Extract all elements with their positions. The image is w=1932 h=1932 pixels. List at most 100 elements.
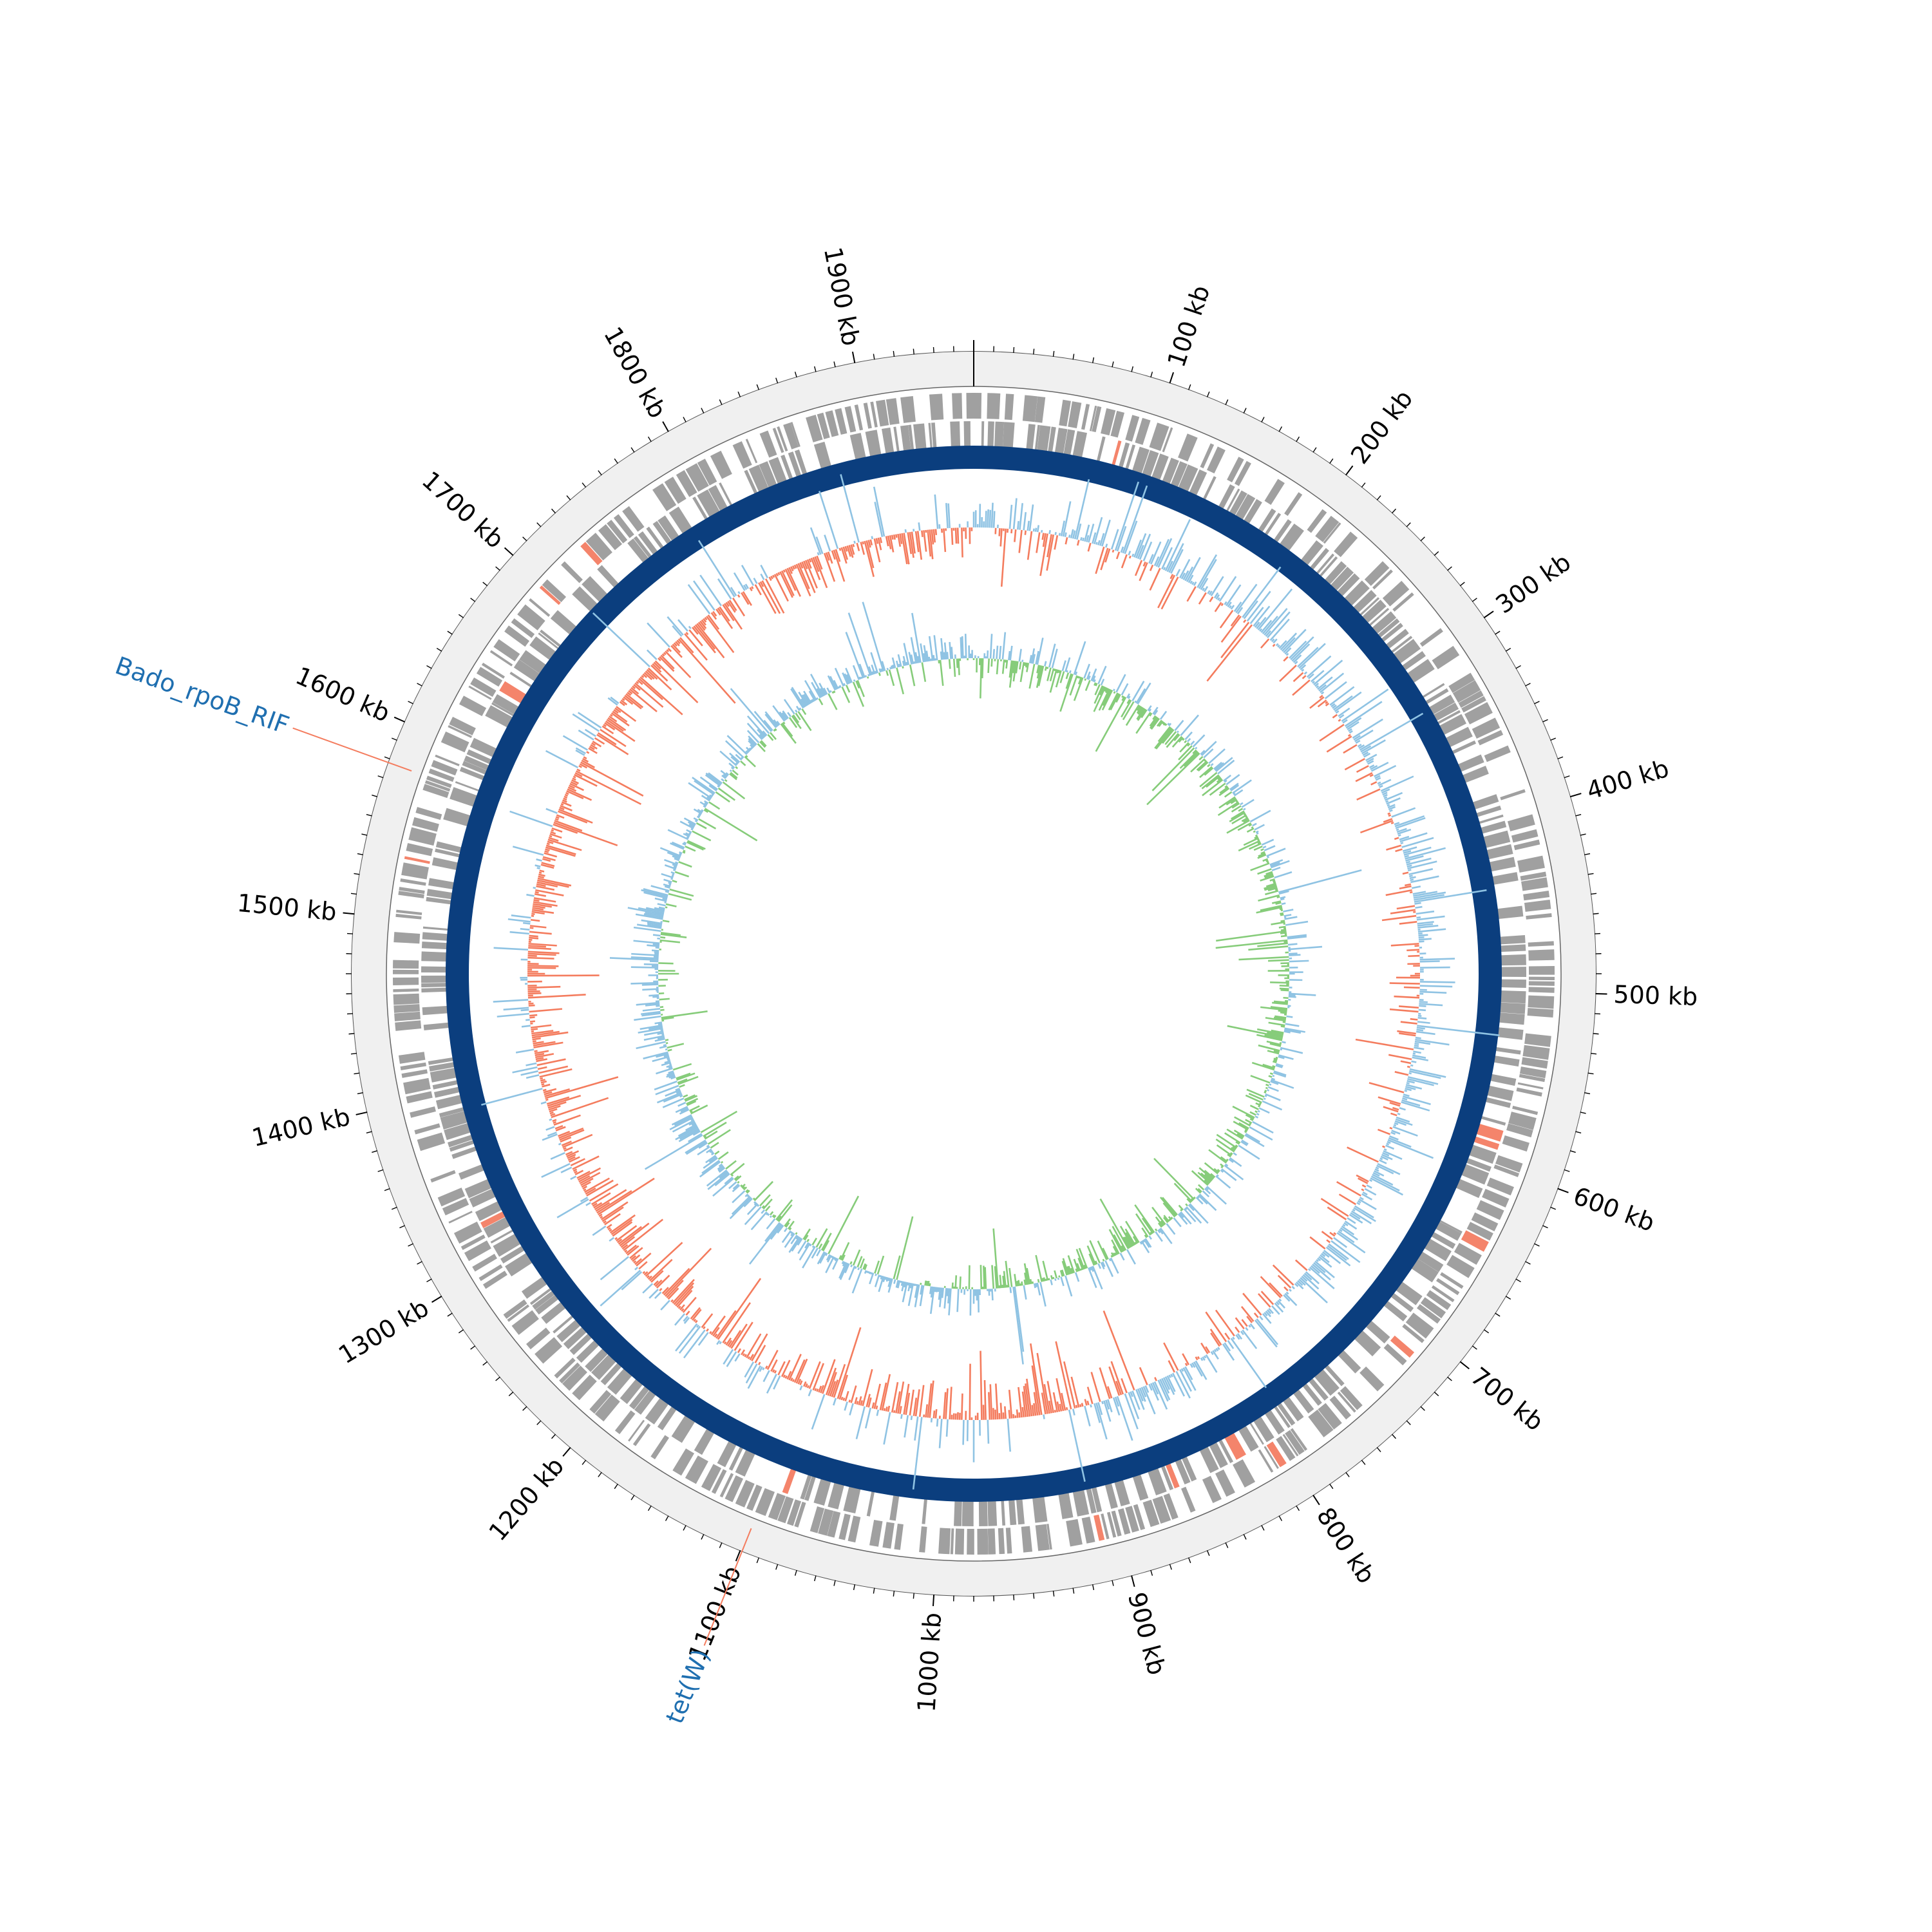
gc-peak-negative xyxy=(537,1066,547,1070)
skew-peak-positive xyxy=(667,851,681,858)
gc-peak-positive xyxy=(1359,712,1424,751)
gc-peak-positive xyxy=(1413,1050,1421,1054)
skew-peak-positive xyxy=(1100,678,1105,686)
skew-peak-positive xyxy=(933,655,935,661)
gc-peak-negative xyxy=(825,1367,837,1396)
gc-peak-negative xyxy=(1325,701,1329,705)
gene-block xyxy=(482,1271,507,1289)
skew-peak-positive xyxy=(664,901,667,904)
gc-peak-positive xyxy=(1323,1249,1341,1264)
gc-peak-negative xyxy=(1399,1032,1416,1037)
skew-peak-positive xyxy=(1258,1107,1270,1114)
annotation-leader xyxy=(292,727,412,772)
gc-peak-negative xyxy=(536,885,555,891)
gc-peak-negative xyxy=(567,1153,576,1159)
gc-peak-positive xyxy=(1393,1124,1397,1127)
gc-peak-negative xyxy=(1031,1365,1041,1416)
gene-block xyxy=(908,424,914,451)
gc-peak-negative xyxy=(1198,592,1207,605)
skew-peak-positive xyxy=(657,1032,664,1035)
gc-peak-positive xyxy=(1405,847,1446,860)
gene-block xyxy=(1238,1425,1259,1452)
gc-peak-positive xyxy=(1417,928,1446,933)
gene-block xyxy=(398,891,424,898)
skew-peak-negative xyxy=(1231,810,1245,820)
gc-peak-positive xyxy=(1395,1118,1413,1126)
gc-peak-negative xyxy=(1182,1353,1189,1365)
gc-peak-negative xyxy=(891,1382,899,1413)
skew-peak-negative xyxy=(1260,875,1274,882)
gc-peak-negative xyxy=(1000,528,1007,587)
gc-peak-negative xyxy=(747,1356,751,1359)
skew-peak-positive xyxy=(685,1123,697,1132)
gene-block xyxy=(1502,1135,1530,1152)
gc-peak-positive xyxy=(1418,932,1423,935)
gene-block xyxy=(1165,1463,1180,1489)
skew-peak-negative xyxy=(1248,823,1253,827)
skew-peak-positive xyxy=(1283,1028,1302,1034)
gc-peak-negative xyxy=(609,715,618,723)
gc-peak-negative xyxy=(690,1307,701,1320)
skew-peak-positive xyxy=(928,636,934,661)
skew-peak-negative xyxy=(703,809,708,813)
gc-peak-positive xyxy=(1203,1355,1207,1359)
gc-peak-positive xyxy=(1128,1392,1140,1419)
gene-block xyxy=(1202,1475,1222,1503)
gc-peak-negative xyxy=(544,1091,553,1095)
gene-block xyxy=(950,1528,954,1555)
skew-peak-negative xyxy=(1238,808,1244,812)
skew-peak-positive xyxy=(1215,1175,1231,1189)
skew-peak-negative xyxy=(1254,835,1258,839)
gc-peak-negative xyxy=(600,1215,603,1219)
gc-peak-positive xyxy=(730,587,737,596)
gc-peak-positive xyxy=(621,1271,643,1291)
skew-peak-negative xyxy=(980,658,983,699)
gc-peak-negative xyxy=(555,1126,566,1132)
gc-peak-negative xyxy=(1378,1096,1401,1105)
minor-tick xyxy=(1112,361,1114,368)
skew-peak-negative xyxy=(1019,661,1022,670)
skew-peak-positive xyxy=(1143,1238,1150,1248)
skew-peak-positive xyxy=(938,1287,942,1300)
skew-peak-positive xyxy=(686,829,692,833)
skew-peak-negative xyxy=(1265,859,1269,862)
gc-peak-negative xyxy=(549,1108,558,1113)
skew-peak-positive xyxy=(1009,645,1013,661)
gc-peak-positive xyxy=(1072,530,1076,539)
gc-peak-positive xyxy=(1404,855,1410,858)
skew-peak-positive xyxy=(1126,1249,1136,1265)
skew-peak-negative xyxy=(683,1094,688,1098)
skew-peak-negative xyxy=(1280,1025,1285,1028)
gene-block xyxy=(788,451,802,478)
skew-peak-negative xyxy=(724,779,728,782)
gc-peak-negative xyxy=(693,1318,697,1322)
position-label: 1400 kb xyxy=(249,1103,353,1152)
skew-peak-positive xyxy=(1288,945,1323,951)
skew-peak-negative xyxy=(1077,1257,1084,1271)
minor-tick xyxy=(366,814,372,817)
gc-peak-positive xyxy=(1278,1298,1282,1302)
skew-peak-positive xyxy=(723,773,728,779)
skew-peak-positive xyxy=(694,780,715,795)
gc-peak-positive xyxy=(1384,791,1403,801)
gc-peak-positive xyxy=(962,1419,965,1445)
skew-peak-negative xyxy=(1270,1006,1288,1010)
skew-peak-positive xyxy=(729,769,732,772)
gc-peak-positive xyxy=(1262,1313,1272,1324)
minor-tick xyxy=(436,647,442,652)
gc-peak-negative xyxy=(871,1402,875,1409)
gc-peak-negative xyxy=(1382,1145,1385,1148)
gc-peak-negative xyxy=(633,1260,637,1264)
gc-peak-positive xyxy=(1097,540,1101,545)
gene-block xyxy=(1524,1033,1551,1047)
gc-peak-negative xyxy=(547,1095,582,1107)
gene-block xyxy=(1486,1177,1514,1196)
gc-peak-positive xyxy=(1382,1151,1390,1157)
gene-block xyxy=(421,975,448,983)
skew-peak-negative xyxy=(676,1072,691,1079)
gene-block xyxy=(1004,393,1014,421)
gc-peak-negative xyxy=(535,1052,545,1057)
gene-block xyxy=(1181,1455,1197,1482)
position-label: 400 kb xyxy=(1584,754,1672,805)
gene-block xyxy=(1037,425,1051,452)
